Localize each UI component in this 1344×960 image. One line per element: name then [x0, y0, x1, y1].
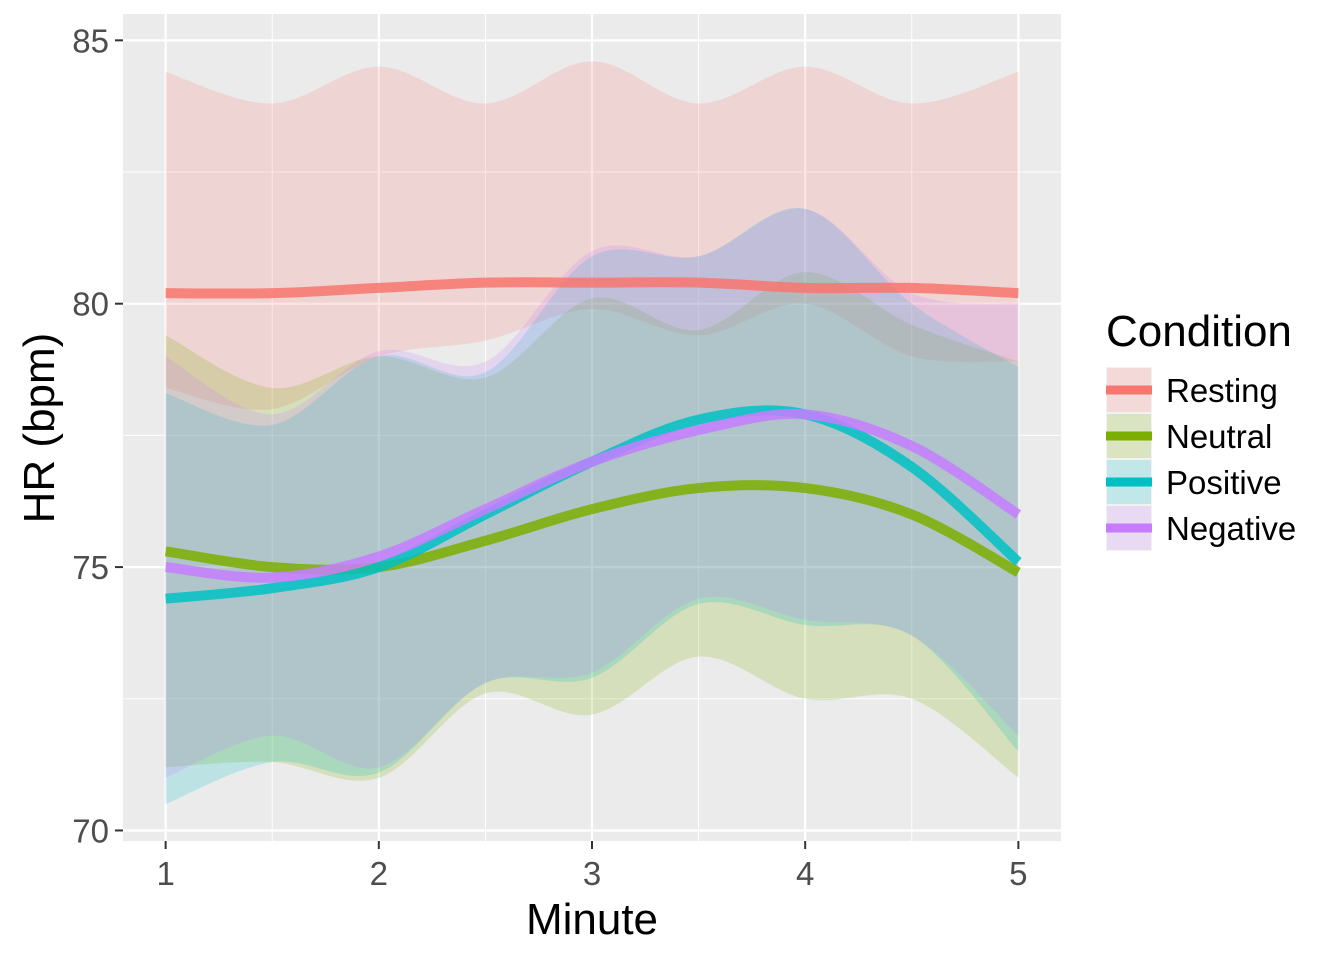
- legend-label-negative: Negative: [1166, 510, 1296, 547]
- ribbon-resting: [165, 61, 1019, 410]
- y-tick-label: 70: [72, 812, 109, 849]
- ribbon-neutral: [165, 272, 1019, 781]
- x-tick-label: 3: [583, 855, 601, 892]
- x-tick-label: 1: [156, 855, 174, 892]
- legend-label-positive: Positive: [1166, 464, 1282, 501]
- x-axis: 1 2 3 4 5: [156, 841, 1028, 892]
- legend: Condition Resting Neutral Positive Negative: [1106, 307, 1296, 551]
- legend-title: Condition: [1106, 307, 1292, 356]
- y-tick-label: 80: [72, 286, 109, 323]
- y-tick-label: 85: [72, 22, 109, 59]
- legend-label-resting: Resting: [1166, 372, 1278, 409]
- x-tick-label: 4: [796, 855, 814, 892]
- grid-major: [123, 14, 1061, 841]
- series-lines: [164, 277, 1022, 604]
- ribbon-negative: [165, 208, 1019, 778]
- line-negative: [165, 408, 1022, 583]
- x-tick-label: 2: [370, 855, 388, 892]
- legend-label-neutral: Neutral: [1166, 418, 1272, 455]
- line-resting: [165, 277, 1019, 299]
- y-tick-label: 75: [72, 549, 109, 586]
- y-axis: 70 75 80 85: [72, 22, 123, 849]
- y-axis-title: HR (bpm): [15, 333, 64, 524]
- x-axis-title: Minute: [526, 895, 658, 944]
- x-tick-label: 5: [1009, 855, 1027, 892]
- confidence-ribbons: [165, 61, 1019, 805]
